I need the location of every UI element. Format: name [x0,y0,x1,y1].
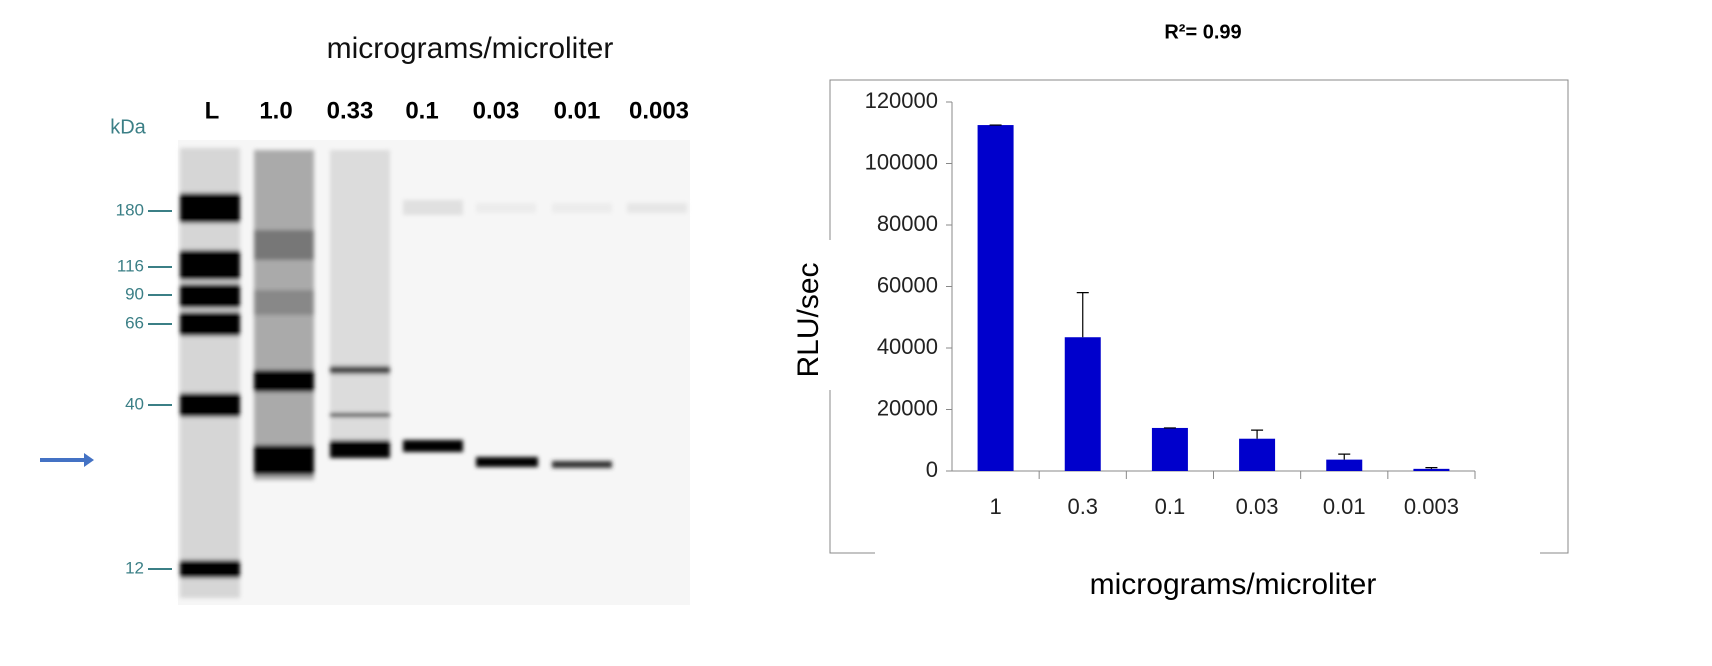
y-tick-label: 120000 [865,88,938,113]
bar [1152,428,1188,471]
frame-gap [875,545,1540,565]
chart-frame [830,80,1568,553]
error-bar [1338,454,1350,460]
x-tick-label: 0.3 [1067,494,1098,519]
error-bar [1425,468,1437,469]
kda-label: kDa [110,116,146,138]
marker-label: 66 [125,313,144,332]
marker-label: 90 [125,284,144,303]
bar [978,125,1014,471]
marker-label: 40 [125,394,144,413]
figure: micrograms/microliter kDa [0,0,1712,661]
y-tick-label: 80000 [877,211,938,236]
x-tick-label: 0.1 [1155,494,1186,519]
gel-title: micrograms/microliter [327,32,614,65]
y-tick-label: 0 [926,457,938,482]
marker-label: 180 [116,200,144,219]
marker-label: 12 [125,558,144,577]
x-tick-label: 1 [989,494,1001,519]
x-tick-label: 0.01 [1323,494,1366,519]
marker-label: 116 [117,256,144,275]
page: micrograms/microliter kDa [0,0,1712,666]
lane-label: 0.01 [554,97,601,124]
y-tick-label: 100000 [865,149,938,174]
y-tick-label: 40000 [877,334,938,359]
arrow-head [84,453,94,467]
lane-label: L [205,97,220,124]
x-tick-label: 0.03 [1236,494,1279,519]
error-bar [1251,430,1263,439]
lane-label: 0.03 [473,97,520,124]
lane-label: 0.1 [405,97,438,124]
x-axis-label: micrograms/microliter [1090,568,1377,601]
bar [1239,439,1275,471]
x-tick-label: 0.003 [1404,494,1459,519]
error-bar [1077,293,1089,338]
lane-label: 0.33 [327,97,374,124]
y-tick-label: 60000 [877,272,938,297]
lane-label: 1.0 [259,97,292,124]
y-tick-label: 20000 [877,395,938,420]
lane-label: 0.003 [629,97,689,124]
bar [1413,469,1449,471]
bar [1326,460,1362,471]
y-axis-label: RLU/sec [792,262,825,377]
bar [1065,337,1101,471]
chart-title: R²= 0.99 [1164,21,1241,43]
